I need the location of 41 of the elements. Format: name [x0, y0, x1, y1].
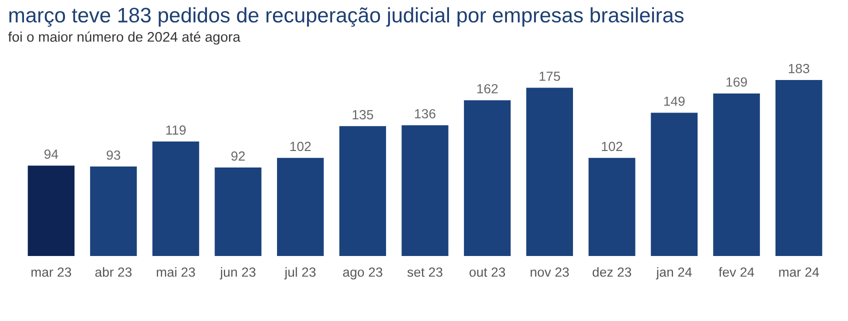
bar — [152, 142, 200, 256]
x-tick-label: jan 24 — [656, 267, 692, 280]
data-label: 102 — [602, 142, 622, 152]
data-label: 102 — [290, 142, 311, 152]
bar — [588, 158, 636, 256]
x-tick-label: mar 24 — [779, 267, 819, 277]
bar — [214, 168, 262, 256]
x-tick-label: ago 23 — [343, 267, 382, 280]
bar — [28, 166, 75, 256]
data-label: 175 — [540, 72, 560, 81]
chart-title: março teve 183 pedidos de recuperação judicial por empresas brasileiras — [9, 7, 684, 27]
x-tick-label: fev 24 — [718, 267, 754, 277]
bar — [90, 166, 137, 256]
x-tick-label: nov 23 — [530, 267, 569, 277]
bar — [775, 80, 822, 256]
data-label: 136 — [415, 109, 436, 118]
data-label: 92 — [231, 151, 245, 161]
data-label: 119 — [166, 125, 186, 135]
bar — [464, 100, 511, 256]
bar — [277, 158, 324, 256]
x-tick-label: jun 23 — [220, 267, 256, 280]
data-label: 162 — [477, 84, 498, 94]
bar — [402, 125, 448, 256]
data-label: 94 — [44, 149, 58, 159]
data-label: 149 — [664, 96, 685, 106]
x-tick-label: abr 23 — [95, 267, 132, 277]
bar — [713, 93, 760, 256]
chart-subtitle: foi o maior número de 2024 até agora — [8, 31, 240, 45]
bar — [339, 126, 386, 256]
data-label: 93 — [106, 150, 120, 160]
x-tick-label: set 23 — [407, 267, 442, 277]
data-label: 183 — [788, 64, 810, 74]
data-label: 135 — [352, 110, 374, 120]
x-tick-label: out 23 — [470, 267, 506, 277]
x-tick-label: dez 23 — [592, 267, 632, 277]
x-tick-label: mai 23 — [156, 267, 195, 277]
x-tick-label: mar 23 — [32, 267, 72, 277]
bar — [526, 88, 573, 256]
bar — [650, 112, 698, 256]
x-tick-label: jul 23 — [284, 267, 316, 280]
data-label: 169 — [726, 77, 747, 87]
